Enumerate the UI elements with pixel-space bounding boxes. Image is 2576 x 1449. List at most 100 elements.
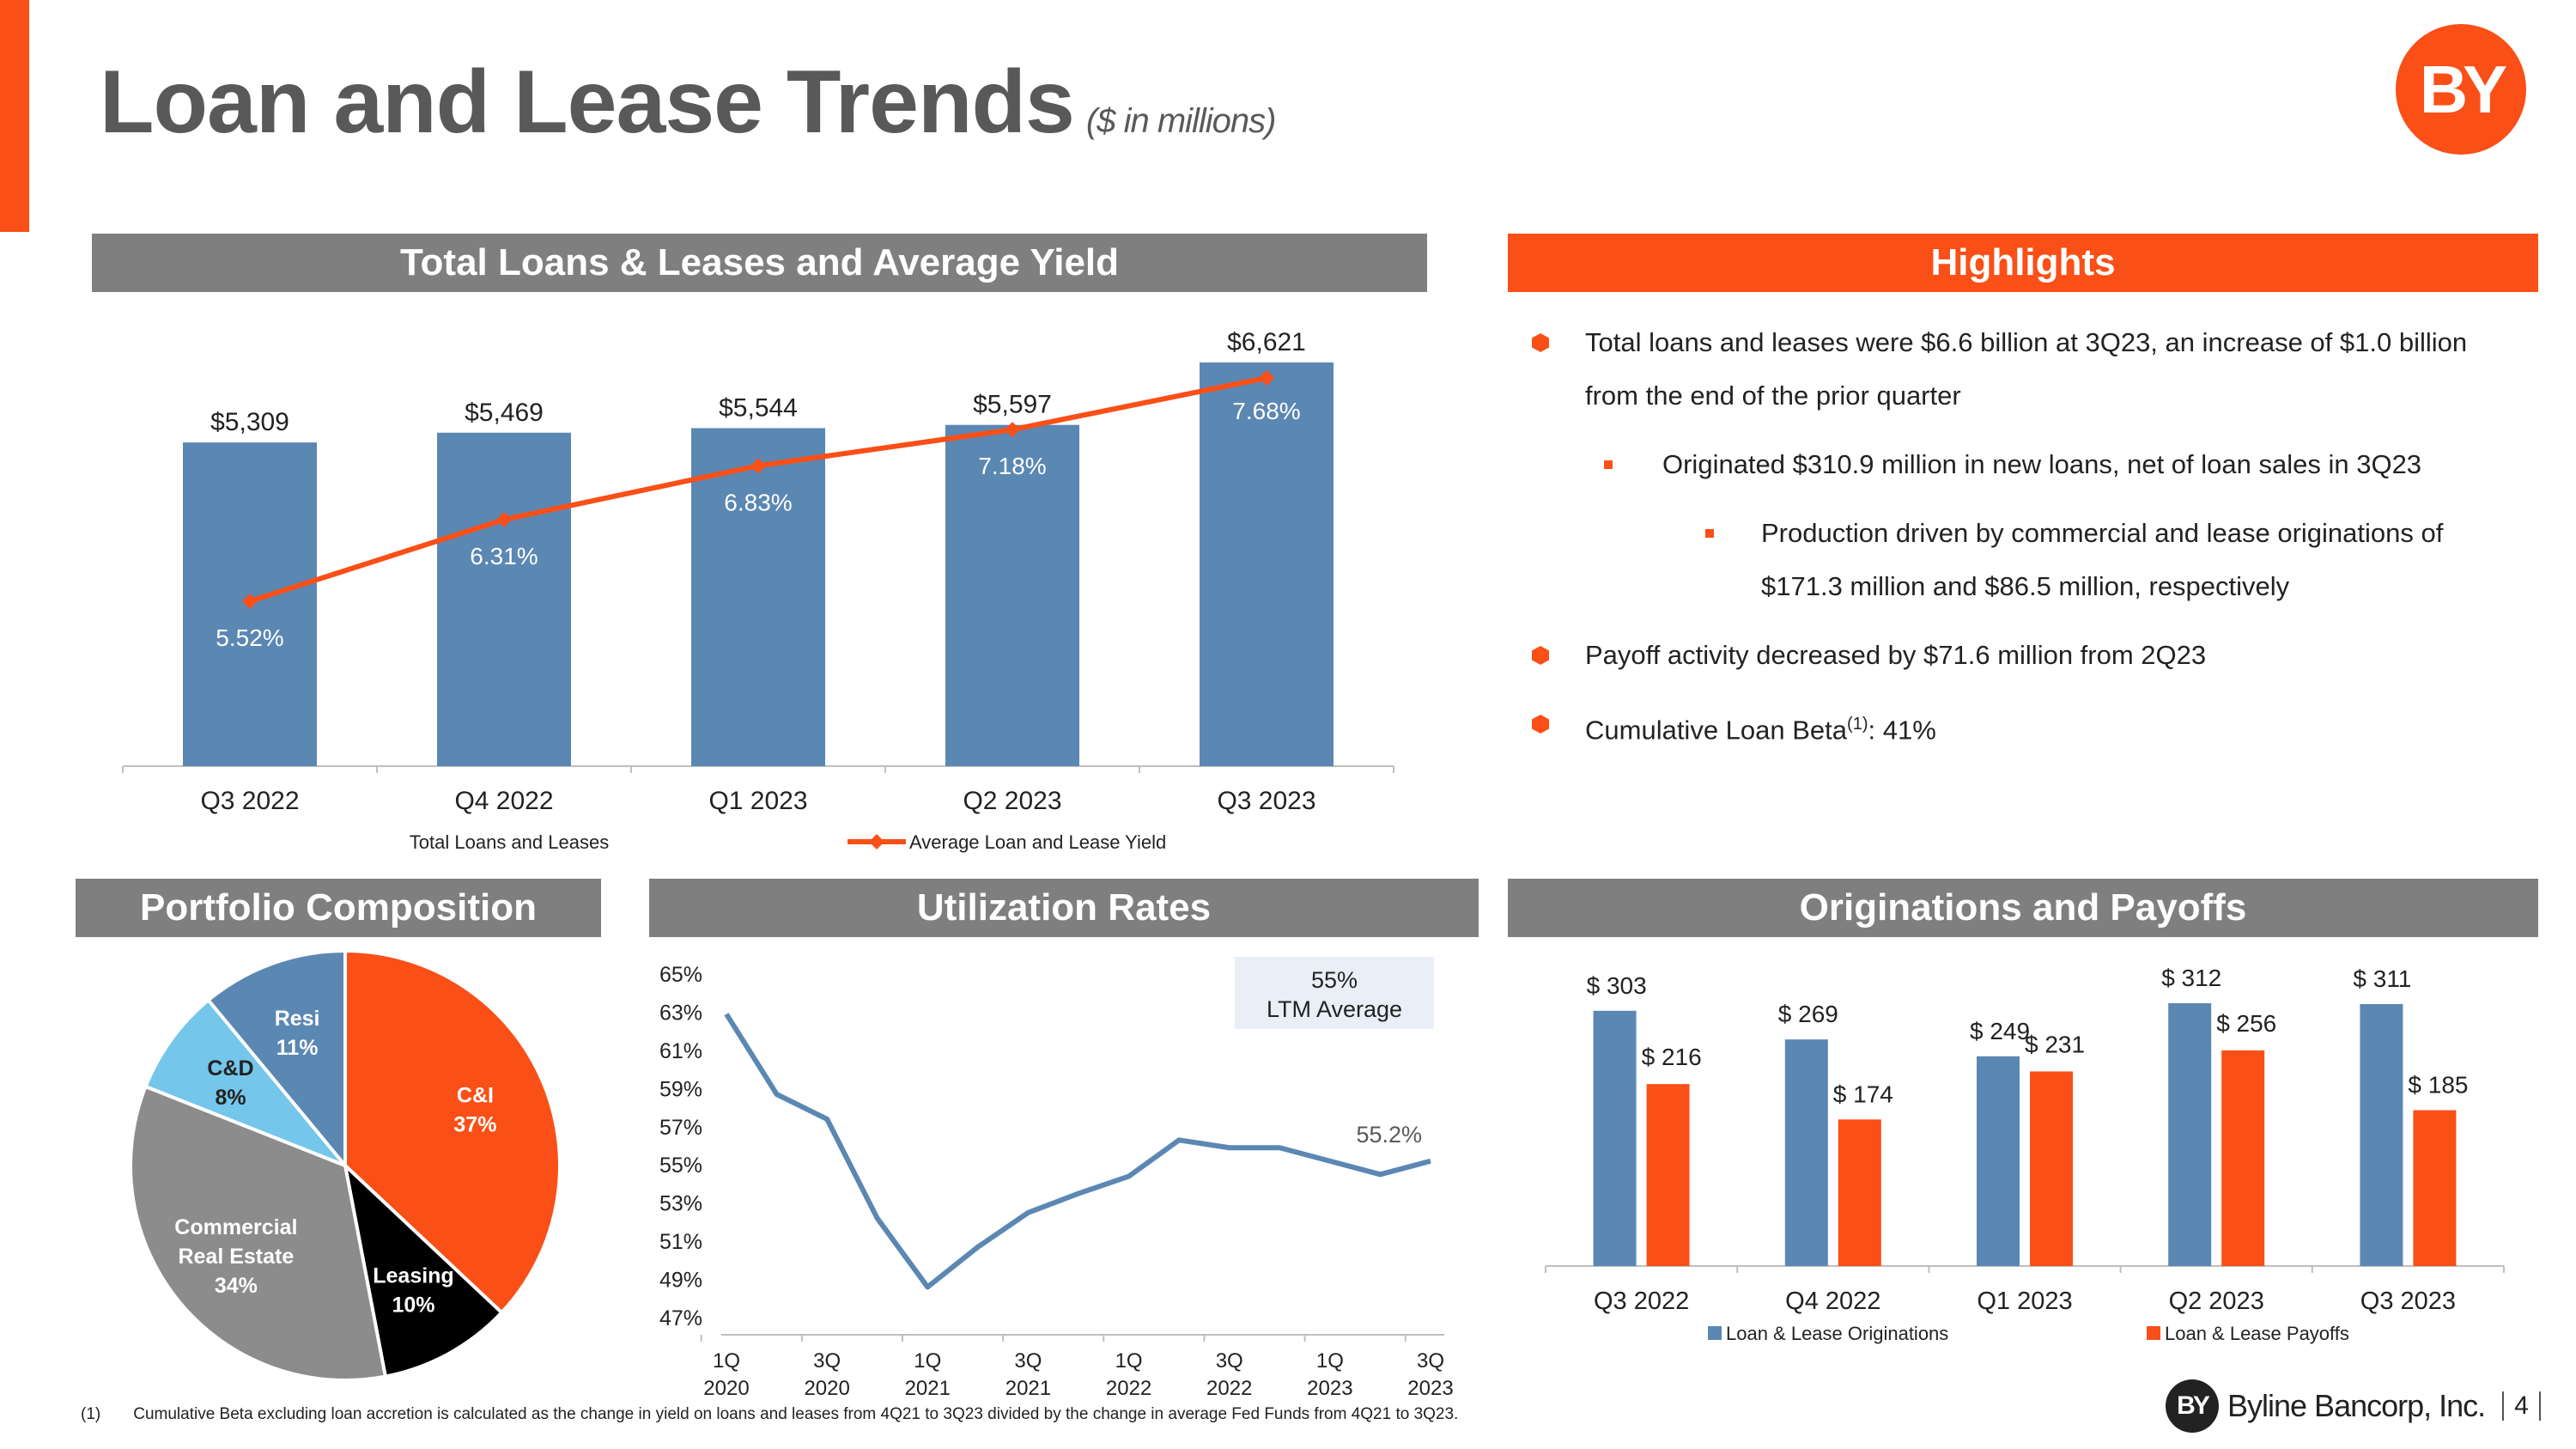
footnote-text: Cumulative Beta excluding loan accretion… [133, 1405, 1459, 1423]
bullet-icon [1532, 715, 1549, 734]
x-tick-label: 1Q [1115, 1349, 1143, 1373]
y-tick-label: 49% [659, 1269, 702, 1293]
pie-label: C&D [207, 1056, 253, 1081]
highlight-item: Total loans and leases were $6.6 billion… [1532, 316, 2521, 423]
payoff-bar [1646, 1084, 1690, 1266]
x-tick-label: Q3 2022 [200, 787, 299, 815]
highlight-item: Cumulative Loan Beta(1): 41% [1532, 697, 2521, 757]
bar-value-label: $5,544 [719, 393, 798, 422]
loans-yield-chart: $5,309 Q3 2022 5.52% $5,469 Q4 2022 6.31% $5,5… [122, 328, 1394, 853]
highlight-item: Production driven by commercial and leas… [1705, 507, 2521, 613]
origination-bar [2360, 1003, 2403, 1266]
x-tick-label: Q3 2023 [1217, 787, 1315, 815]
x-tick-label: Q4 2022 [454, 787, 553, 815]
bullet-icon [1604, 460, 1613, 469]
ltm-average-value: 55% [1311, 967, 1358, 993]
origination-bar [1593, 1010, 1637, 1266]
y-tick-label: 61% [659, 1039, 702, 1063]
accent-bar [0, 0, 29, 232]
pie-label: 37% [453, 1112, 496, 1136]
origination-value-label: $ 303 [1587, 972, 1647, 999]
pie-label: 34% [215, 1274, 258, 1298]
x-tick-label: 3Q [1216, 1349, 1243, 1373]
loan-bar [437, 432, 571, 766]
loan-bar [691, 428, 825, 766]
x-tick-label: 2021 [1005, 1377, 1051, 1400]
highlight-text: Cumulative Loan Beta [1585, 715, 1848, 746]
utilization-line-chart: 65% 63% 61% 59% 57% 55% 53% 51% 49% 47% 1Q 2020 3Q 20… [659, 957, 1454, 1400]
yield-point [1259, 370, 1274, 386]
x-tick-label: 2021 [905, 1377, 951, 1400]
footnote-ref: (1) [1847, 715, 1868, 734]
pie-slice [342, 1160, 505, 1379]
yield-point [242, 594, 258, 609]
payoff-bar [1838, 1119, 1881, 1266]
portfolio-pie-chart: C&I 37% Leasing 10% Commercial Real Estate 34%… [129, 948, 562, 1382]
x-tick-label: 2022 [1206, 1377, 1252, 1400]
yield-point [496, 511, 512, 527]
yield-point [750, 458, 766, 474]
origination-value-label: $ 312 [2161, 965, 2221, 991]
highlight-item: Payoff activity decreased by $71.6 milli… [1532, 629, 2521, 682]
ltm-average-label: LTM Average [1267, 996, 1402, 1022]
legend-payoffs-swatch [2147, 1326, 2160, 1340]
pie-label: Real Estate [178, 1245, 294, 1269]
ltm-average-box [1235, 957, 1434, 1029]
origination-bar [1977, 1056, 2020, 1266]
legend-payoffs: Loan & Lease Payoffs [2165, 1323, 2349, 1344]
page-subtitle: ($ in millions) [1085, 102, 1277, 140]
pie-slice [205, 948, 347, 1171]
payoff-value-label: $ 231 [2025, 1031, 2085, 1057]
y-tick-label: 59% [659, 1077, 702, 1101]
origination-bar [1784, 1039, 1828, 1266]
x-tick-label: 2022 [1106, 1377, 1151, 1400]
x-tick-label: 1Q [1316, 1349, 1344, 1373]
pie-label: 10% [392, 1294, 434, 1318]
pie-label: Commercial [174, 1215, 297, 1239]
bar-value-label: $5,469 [465, 399, 544, 427]
y-tick-label: 57% [659, 1116, 702, 1140]
pie-label: C&I [457, 1083, 494, 1107]
x-tick-label: Q1 2023 [1977, 1288, 2072, 1315]
payoff-value-label: $ 174 [1833, 1081, 1893, 1107]
page-number: 4 [2502, 1391, 2541, 1421]
pie-slice [129, 1084, 388, 1382]
legend-originations: Loan & Lease Originations [1726, 1323, 1948, 1344]
payoff-bar [2030, 1071, 2073, 1266]
yield-label: 7.68% [1232, 398, 1300, 424]
highlight-text: Production driven by commercial and leas… [1761, 518, 2444, 548]
x-tick-label: 2023 [1407, 1377, 1453, 1400]
payoff-bar [2221, 1050, 2265, 1266]
highlight-item: Originated $310.9 million in new loans, … [1604, 438, 2521, 491]
x-tick-label: Q3 2022 [1594, 1288, 1689, 1315]
x-tick-label: 2020 [804, 1377, 849, 1400]
legend-originations-swatch [1708, 1326, 1722, 1340]
bullet-icon [1532, 333, 1549, 352]
utilization-line [724, 1013, 1431, 1290]
bullet-icon [1705, 529, 1714, 538]
origination-value-label: $ 249 [1970, 1018, 2030, 1044]
y-tick-label: 63% [659, 1001, 702, 1025]
yield-label: 7.18% [978, 453, 1046, 479]
yield-label: 5.52% [216, 624, 283, 651]
yield-point [1005, 422, 1020, 438]
pie-label: Resi [275, 1007, 320, 1031]
y-tick-label: 53% [659, 1192, 702, 1216]
pie-label: 8% [215, 1086, 246, 1110]
bar-value-label: $5,597 [973, 391, 1052, 419]
x-tick-label: 2023 [1307, 1377, 1352, 1400]
x-tick-label: 1Q [914, 1349, 941, 1373]
page-title: Loan and Lease Trends ($ in millions) [100, 52, 1277, 152]
pie-label: 11% [276, 1036, 319, 1060]
section-header-utilization: Utilization Rates [649, 879, 1479, 937]
payoff-value-label: $ 185 [2408, 1072, 2468, 1099]
loan-bar [1200, 362, 1334, 766]
x-tick-label: 3Q [1417, 1349, 1444, 1373]
x-tick-label: Q1 2023 [708, 787, 807, 815]
origination-value-label: $ 311 [2353, 965, 2411, 992]
x-tick-label: Q3 2023 [2360, 1288, 2456, 1315]
end-value-label: 55.2% [1356, 1122, 1422, 1148]
yield-label: 6.31% [470, 543, 538, 569]
x-tick-label: Q2 2023 [2169, 1288, 2264, 1315]
pie-label: Leasing [373, 1264, 453, 1288]
